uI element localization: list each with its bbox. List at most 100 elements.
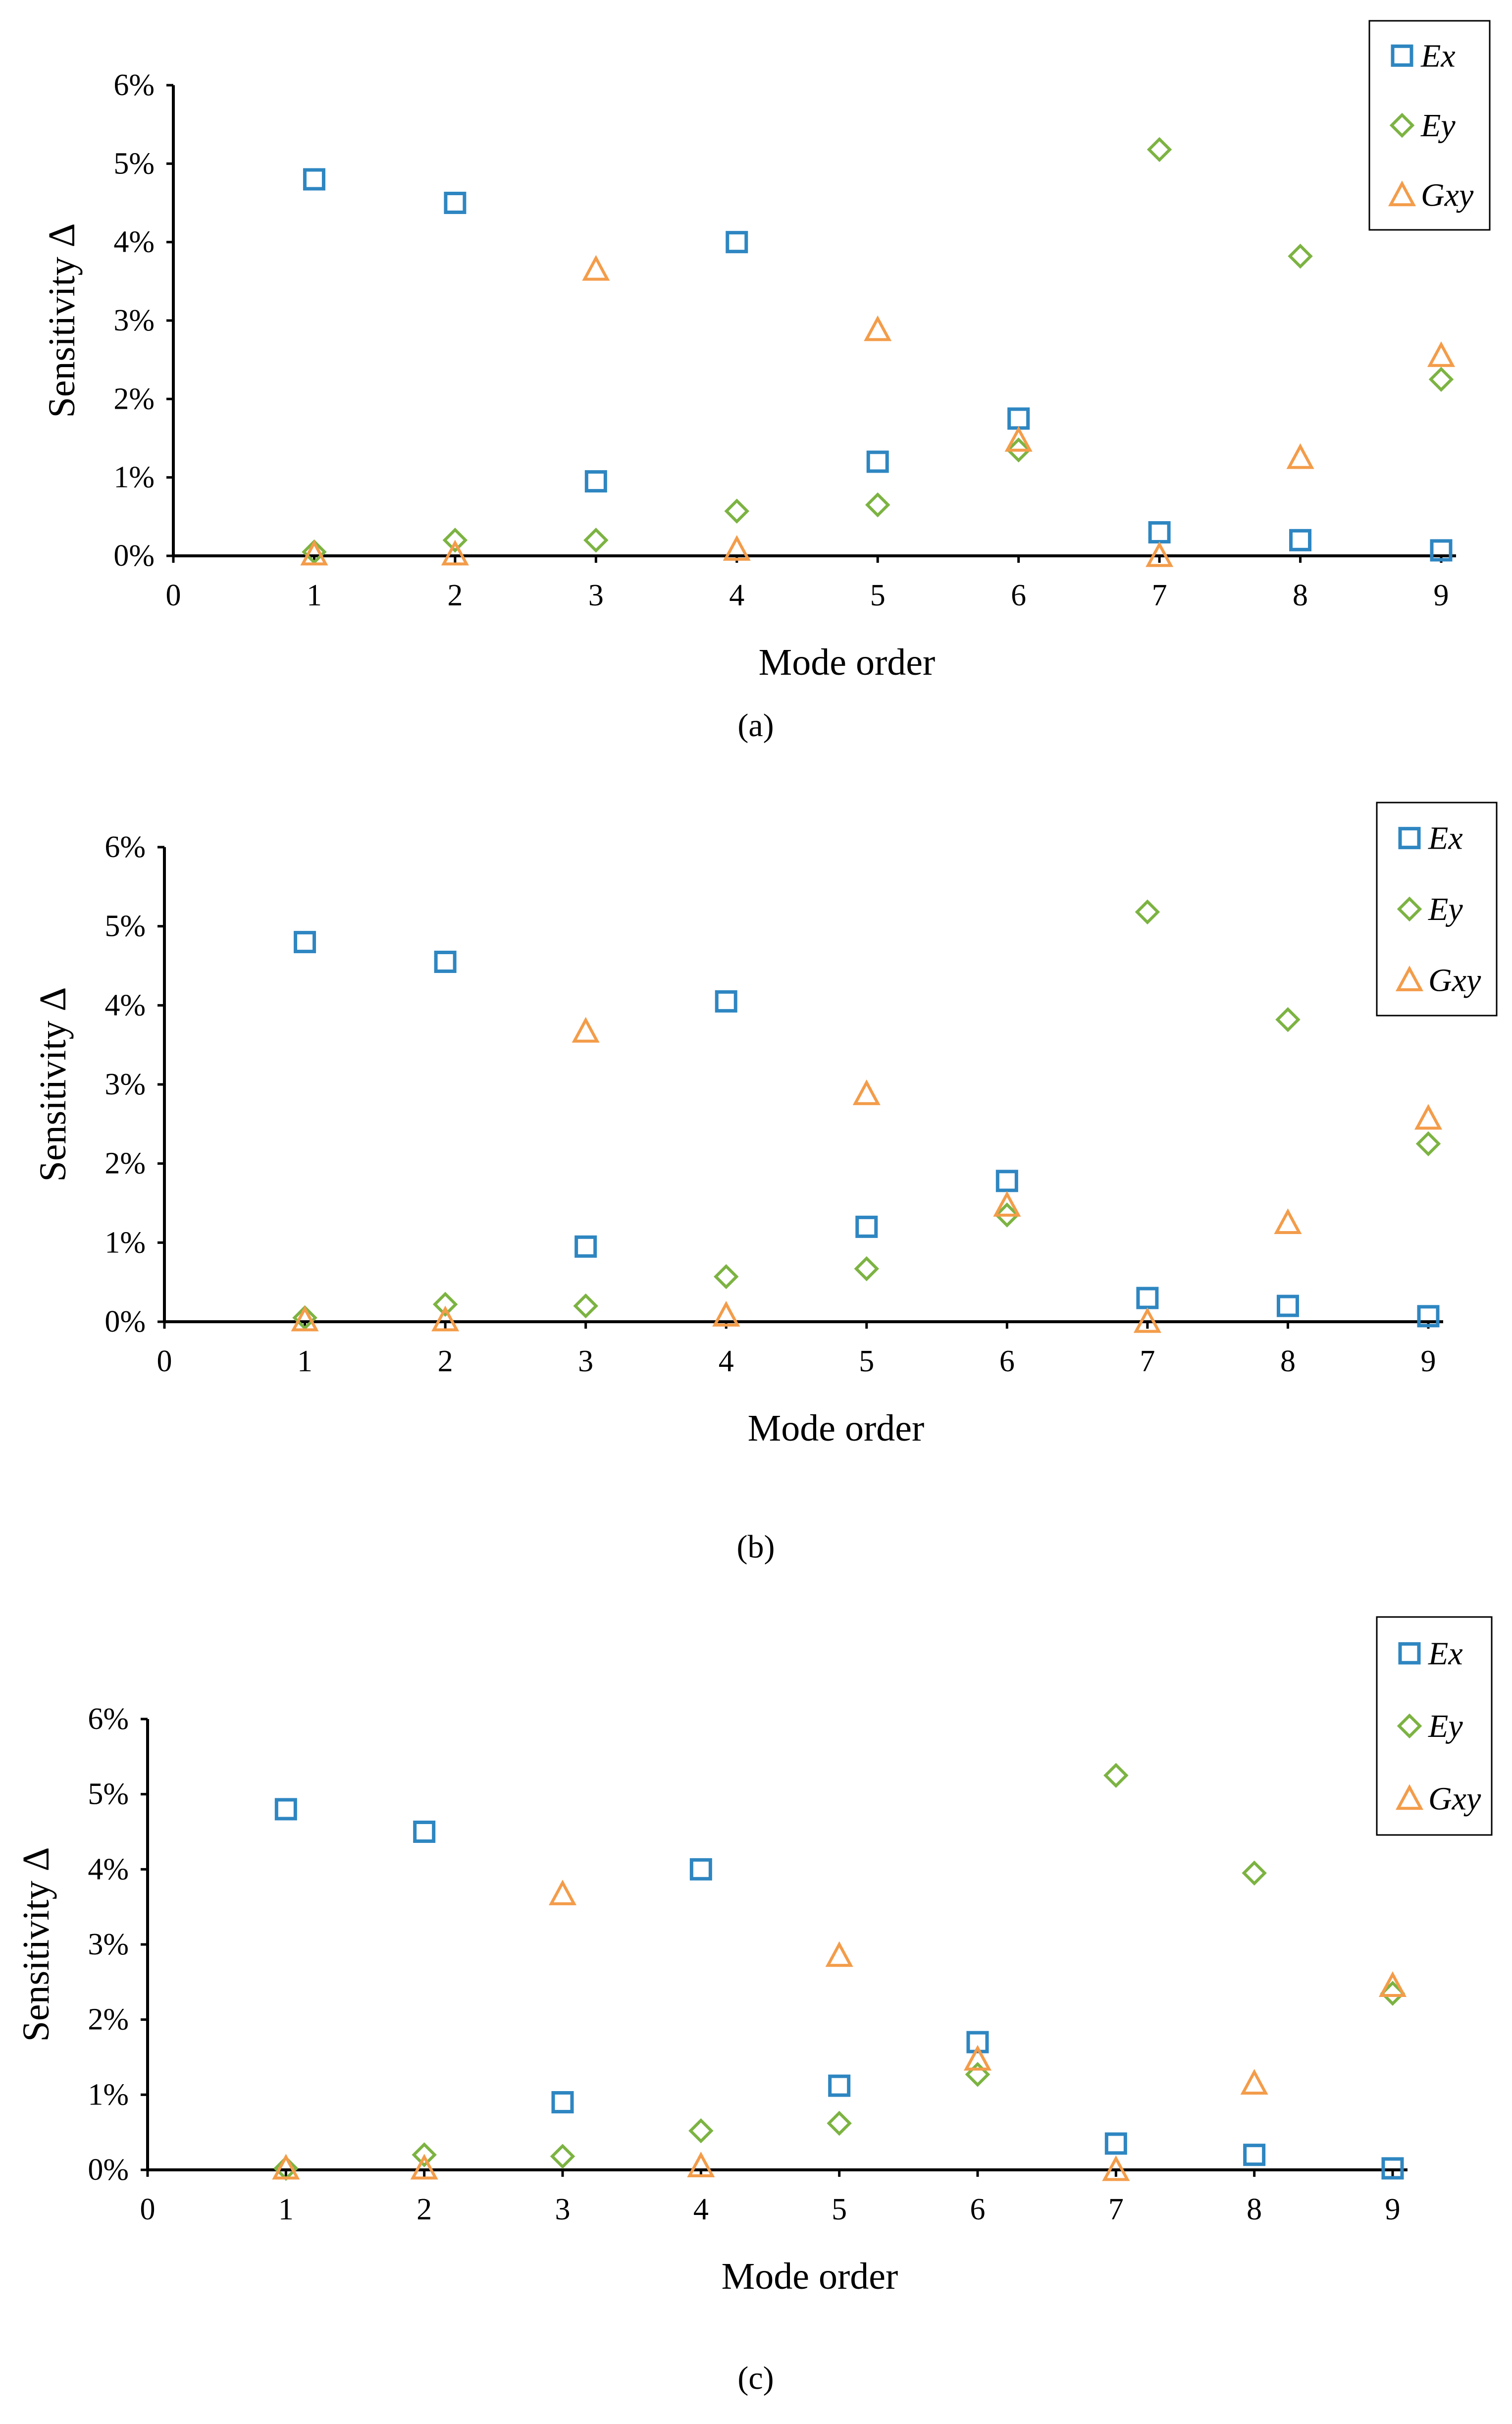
data-point-ex [444, 192, 467, 214]
data-point-ey [583, 528, 609, 553]
data-point-ex [1381, 2157, 1404, 2180]
x-tick-label: 2 [447, 579, 463, 612]
data-point-gxy [1414, 1104, 1443, 1130]
x-tick-label: 7 [1152, 579, 1167, 612]
data-point-ey [865, 492, 890, 518]
x-tick-label: 0 [157, 1345, 172, 1378]
data-point-ex [866, 450, 889, 473]
data-point-ex [1417, 1305, 1440, 1328]
x-tick-label: 1 [278, 2193, 294, 2226]
legend-marker-ex [1398, 1642, 1421, 1665]
data-point-ex [855, 1215, 878, 1238]
data-point-gxy [291, 1305, 319, 1332]
data-point-ey [442, 528, 468, 553]
x-tick-label: 1 [307, 579, 322, 612]
panel-caption: (c) [737, 2360, 774, 2396]
legend-label-ey: Ey [1428, 1708, 1463, 1744]
data-point-ey [1103, 1763, 1129, 1788]
data-point-gxy [963, 2045, 992, 2071]
data-point-gxy [1102, 2155, 1130, 2181]
data-point-gxy [1240, 2069, 1268, 2095]
data-point-gxy [1427, 341, 1456, 367]
panel-caption: (b) [737, 1529, 775, 1565]
data-point-ex [551, 2091, 574, 2113]
data-point-ey [550, 2144, 575, 2169]
data-point-gxy [431, 1305, 460, 1332]
x-tick-label: 5 [870, 579, 886, 612]
y-axis-title: Sensitivity Δ [15, 1847, 57, 2042]
data-point-gxy [410, 2154, 438, 2180]
x-tick-label: 9 [1385, 2193, 1401, 2226]
y-tick-label: 1% [104, 1226, 146, 1259]
data-point-ex [413, 1821, 436, 1843]
data-point-gxy [864, 315, 892, 341]
y-tick-label: 3% [88, 1928, 129, 1961]
legend-marker-ey [1389, 112, 1415, 138]
legend-label-gxy: Gxy [1428, 1781, 1481, 1817]
legend-label-ex: Ex [1428, 1635, 1463, 1671]
y-tick-label: 0% [104, 1305, 146, 1339]
x-tick-label: 9 [1421, 1345, 1436, 1378]
data-point-gxy [852, 1079, 881, 1105]
data-point-ey [1147, 137, 1172, 162]
legend-label-ex: Ex [1428, 820, 1463, 857]
data-point-gxy [825, 1941, 853, 1967]
data-point-ey [994, 1202, 1020, 1228]
data-point-ex [1243, 2144, 1266, 2166]
y-tick-label: 6% [88, 1702, 129, 1736]
data-point-ey [1428, 367, 1454, 392]
legend-marker-ey [1397, 896, 1422, 922]
data-point-gxy [712, 1300, 740, 1327]
data-point-ey [1415, 1131, 1441, 1156]
y-tick-label: 0% [113, 539, 155, 573]
y-tick-label: 3% [113, 304, 155, 337]
data-point-ey [432, 1292, 458, 1317]
data-point-ey [1242, 1860, 1267, 1886]
legend-box [1376, 1616, 1493, 1836]
data-point-gxy [1146, 541, 1174, 567]
data-point-ex [715, 990, 737, 1013]
y-tick-label: 5% [88, 1778, 129, 1811]
legend: Ex Ey Gxy [1376, 1616, 1493, 1836]
data-point-ex [574, 1235, 597, 1258]
data-point-gxy [1133, 1307, 1161, 1333]
x-axis-title: Mode order [722, 2256, 898, 2297]
x-tick-label: 6 [1011, 579, 1026, 612]
data-point-ey [713, 1264, 739, 1290]
x-tick-label: 7 [1108, 2193, 1124, 2226]
y-tick-label: 3% [104, 1068, 146, 1101]
legend: Ex Ey Gxy [1368, 20, 1491, 231]
data-point-ey [292, 1305, 317, 1331]
legend-marker-ey [1397, 1713, 1422, 1739]
y-tick-label: 1% [113, 461, 155, 494]
chart-panel-b: 0% 1% 2% 3% 4% 5% 6% 0 1 2 3 4 5 6 7 8 9 Mode order Sensit… [32, 802, 1498, 1565]
data-point-ex [995, 1170, 1018, 1192]
y-axis-title: Sensitivity Δ [41, 223, 83, 418]
data-point-ey [965, 2062, 991, 2087]
x-tick-label: 6 [999, 1345, 1015, 1378]
data-point-ex [1276, 1294, 1299, 1317]
x-tick-label: 9 [1434, 579, 1449, 612]
x-axis-title: Mode order [759, 642, 936, 683]
x-tick-label: 3 [588, 579, 604, 612]
legend-box [1376, 802, 1498, 1017]
data-point-ey [1288, 243, 1313, 269]
data-point-gxy [272, 2154, 300, 2180]
data-point-ex [828, 2074, 851, 2097]
data-point-gxy [687, 2152, 715, 2177]
data-point-ey [1275, 1007, 1301, 1032]
x-tick-label: 5 [859, 1345, 874, 1378]
x-tick-label: 4 [719, 1345, 734, 1378]
y-tick-label: 4% [113, 225, 155, 259]
data-point-ex [274, 1798, 297, 1821]
data-point-ex [966, 2031, 989, 2053]
data-point-ex [584, 470, 607, 493]
x-tick-label: 4 [729, 579, 744, 612]
data-point-ex [1289, 529, 1312, 551]
x-tick-label: 2 [438, 1345, 453, 1378]
x-tick-label: 2 [417, 2193, 432, 2226]
y-tick-label: 5% [113, 147, 155, 180]
y-tick-label: 0% [88, 2153, 129, 2187]
y-tick-label: 5% [104, 910, 146, 943]
data-point-gxy [1286, 443, 1314, 469]
